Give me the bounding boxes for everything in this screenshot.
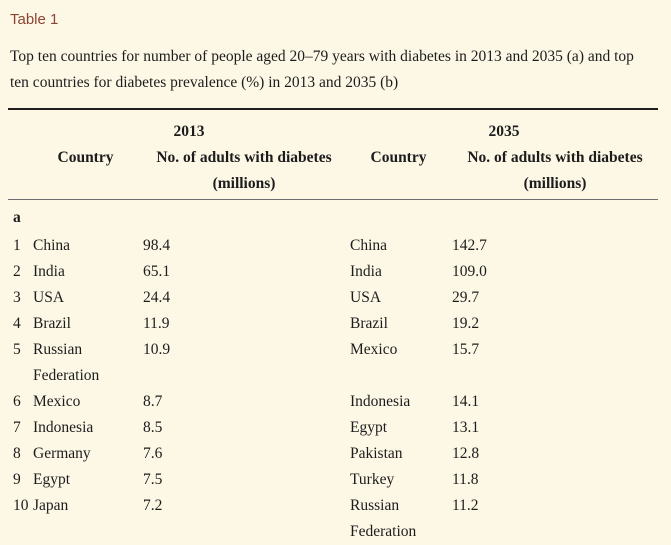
rank-cell: 5 [13,341,21,358]
country-2013-cell: Russian Federation [33,341,100,384]
value-2013-cell: 7.6 [143,445,163,462]
table-row: 5 Russian Federation 10.9 Mexico 15.7 [8,337,658,389]
value-2035-cell: 142.7 [452,237,487,254]
country-2035-cell: Pakistan [350,445,403,462]
year-header-row: 2013 2035 [8,109,658,145]
value-2013-cell: 65.1 [143,263,171,280]
value-2013-cell: 24.4 [143,289,171,306]
country-2013-cell: Egypt [33,471,71,488]
country-2013-cell: Germany [33,445,91,462]
country-2035-cell: Egypt [350,419,388,436]
country-2035-cell: India [350,263,382,280]
country-2013-cell: USA [33,289,65,306]
rank-cell: 10 [13,497,29,514]
table-row: 8 Germany 7.6 Pakistan 12.8 [8,441,658,467]
rank-cell: 6 [13,393,21,410]
table-row: 7 Indonesia 8.5 Egypt 13.1 [8,415,658,441]
country-2013-cell: Brazil [33,315,71,332]
table-row: 4 Brazil 11.9 Brazil 19.2 [8,311,658,337]
value-2035-cell: 13.1 [452,419,480,436]
value-2013-cell: 7.2 [143,497,163,514]
country-2035-cell: China [350,237,388,254]
year-header-2013: 2013 [173,123,205,140]
column-header-row: Country No. of adults with diabetes (mil… [8,145,658,200]
value-2035-cell: 29.7 [452,289,480,306]
rank-cell: 4 [13,315,21,332]
country-2035-cell: Mexico [350,341,398,358]
country-2035-cell: Indonesia [350,393,411,410]
value-header-2013-text: No. of adults with diabetes [156,149,332,166]
diabetes-table: 2013 2035 Country No. of adults with dia… [8,108,658,545]
country-2035-cell: Turkey [350,471,395,488]
value-2035-cell: 109.0 [452,263,487,280]
rank-cell: 9 [13,471,21,488]
value-2013-cell: 7.5 [143,471,163,488]
value-2035-cell: 11.8 [452,471,479,488]
country-2035-cell: Russian Federation [350,497,417,540]
rank-cell: 7 [13,419,21,436]
value-header-2013: No. of adults with diabetes (millions) [138,145,345,200]
value-header-2035-unit: (millions) [523,175,587,192]
year-header-2035: 2035 [488,123,520,140]
country-2013-cell: Indonesia [33,419,94,436]
value-2013-cell: 8.7 [143,393,163,410]
country-2013-cell: Japan [33,497,69,514]
value-2035-cell: 12.8 [452,445,480,462]
table-row: 6 Mexico 8.7 Indonesia 14.1 [8,389,658,415]
country-2013-cell: India [33,263,65,280]
value-2013-cell: 8.5 [143,419,163,436]
country-header-2035: Country [345,145,447,200]
rank-cell: 1 [13,237,21,254]
value-2013-cell: 10.9 [143,341,171,358]
section-label: a [13,209,21,226]
value-2035-cell: 14.1 [452,393,480,410]
value-2035-cell: 11.2 [452,497,479,514]
value-2013-cell: 98.4 [143,237,171,254]
value-header-2035-text: No. of adults with diabetes [467,149,643,166]
value-2035-cell: 19.2 [452,315,480,332]
country-2013-cell: Mexico [33,393,81,410]
table-row: 10 Japan 7.2 Russian Federation 11.2 [8,493,658,545]
table-title: Table 1 [10,11,59,28]
rank-spacer [8,145,28,200]
rank-cell: 3 [13,289,21,306]
country-header-2013: Country [28,145,138,200]
table-row: 1 China 98.4 China 142.7 [8,233,658,259]
value-header-2013-unit: (millions) [212,175,276,192]
value-header-2035: No. of adults with diabetes (millions) [447,145,658,200]
table-row: 2 India 65.1 India 109.0 [8,259,658,285]
country-2035-cell: Brazil [350,315,388,332]
table-row: 9 Egypt 7.5 Turkey 11.8 [8,467,658,493]
value-2013-cell: 11.9 [143,315,170,332]
rank-spacer [8,109,28,145]
country-2013-cell: China [33,237,71,254]
section-row-a: a [8,200,658,234]
value-2035-cell: 15.7 [452,341,480,358]
rank-cell: 8 [13,445,21,462]
table-row: 3 USA 24.4 USA 29.7 [8,285,658,311]
rank-cell: 2 [13,263,21,280]
country-2035-cell: USA [350,289,382,306]
table-caption: Top ten countries for number of people a… [10,48,634,91]
